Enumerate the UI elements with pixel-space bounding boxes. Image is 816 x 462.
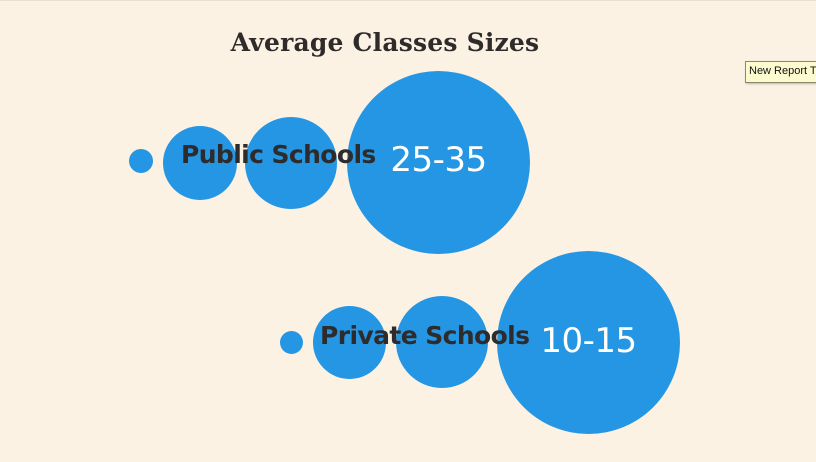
top-border	[0, 0, 816, 1]
private-range-label: 10-15	[540, 321, 637, 361]
page-title: Average Classes Sizes	[230, 28, 540, 57]
private-small-dot	[280, 331, 303, 354]
tooltip-new-report: New Report T	[745, 61, 816, 83]
public-bubble-large	[347, 71, 530, 254]
public-bubble-2	[245, 117, 337, 209]
private-schools-label: Private Schools	[320, 321, 530, 350]
private-bubble-large	[497, 251, 680, 434]
private-bubble-1	[313, 306, 386, 379]
public-schools-label: Public Schools	[181, 140, 376, 169]
public-bubble-1	[163, 126, 237, 200]
private-bubble-2	[396, 296, 488, 388]
public-range-label: 25-35	[390, 140, 487, 180]
public-small-dot	[129, 149, 153, 173]
